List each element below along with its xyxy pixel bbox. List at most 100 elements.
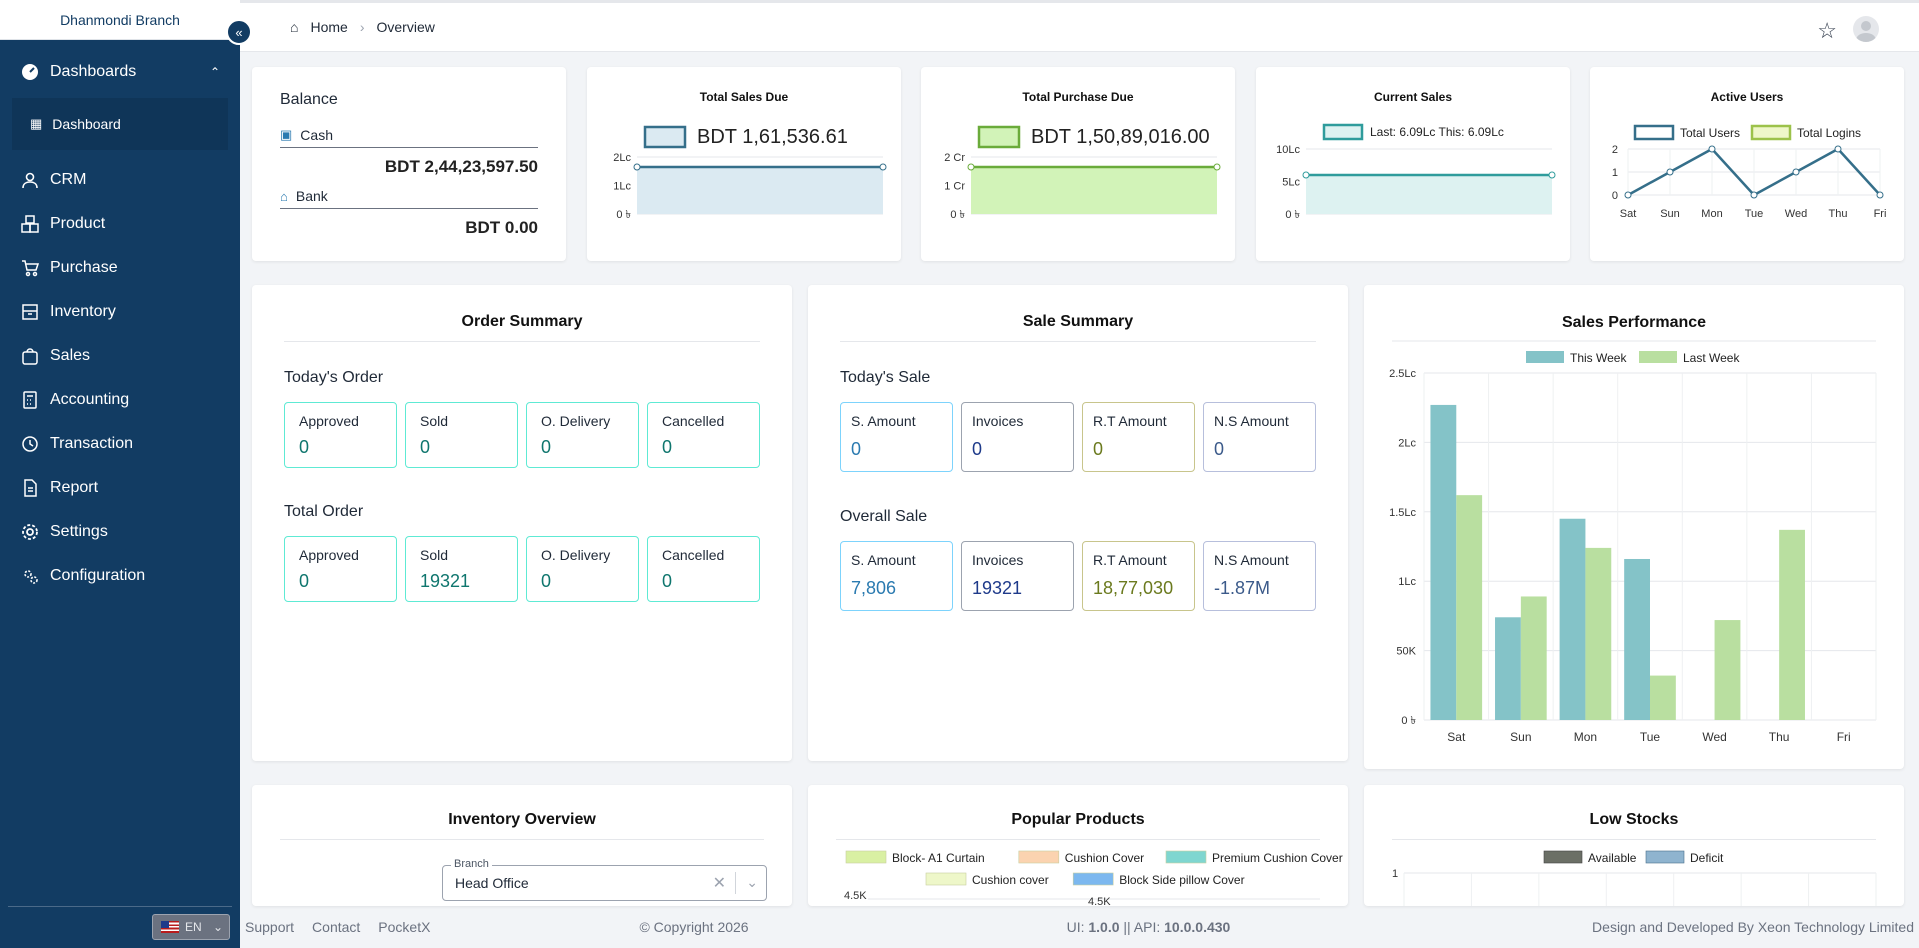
version-api: 10.0.0.430 bbox=[1164, 919, 1231, 935]
sidebar-nav: Dashboards ⌃ ▦ Dashboard CRM Product Pur… bbox=[0, 52, 240, 598]
todays-order-boxes: Approved 0 Sold 0 O. Delivery 0 Cancelled 0 bbox=[284, 402, 760, 468]
todays-order-heading: Today's Order bbox=[284, 369, 384, 386]
sidebar-item-configuration[interactable]: Configuration bbox=[0, 554, 240, 598]
box-label: N.S Amount bbox=[1214, 413, 1289, 429]
tick-label: 4.5K bbox=[1088, 896, 1111, 906]
legend-label: Block- A1 Curtain bbox=[892, 851, 985, 865]
sidebar-item-label: Product bbox=[50, 215, 106, 232]
today-cancelled-box: Cancelled 0 bbox=[647, 402, 760, 468]
legend-label: Total Users bbox=[1680, 126, 1740, 140]
today-s-amount-box: S. Amount 0 bbox=[840, 402, 953, 472]
popular-title: Popular Products bbox=[836, 811, 1320, 840]
box-value: 19321 bbox=[420, 571, 471, 591]
cash-label: Cash bbox=[300, 127, 333, 143]
order-summary-title: Order Summary bbox=[284, 313, 760, 342]
box-label: Cancelled bbox=[662, 413, 725, 429]
sidebar-item-settings[interactable]: Settings bbox=[0, 510, 240, 554]
chart-svg: Active Users Total Users Total Logins 2 1 0Sa… bbox=[1612, 90, 1887, 220]
sidebar-item-transaction[interactable]: Transaction bbox=[0, 422, 240, 466]
tick-label: 0 ৳ bbox=[950, 209, 965, 221]
breadcrumb-home[interactable]: Home bbox=[310, 19, 348, 35]
chevron-right-icon: › bbox=[359, 19, 365, 35]
pocketx-link[interactable]: PocketX bbox=[378, 919, 431, 935]
bank-icon: ⌂ bbox=[280, 188, 288, 204]
balance-card: Balance ▣ Cash BDT 2,44,23,597.50 ⌂ Bank… bbox=[252, 67, 566, 261]
data-point bbox=[1876, 191, 1884, 199]
money-icon: ▣ bbox=[280, 127, 293, 142]
legend-label: Available bbox=[1588, 851, 1637, 865]
tick-label: 0 ৳ bbox=[1401, 715, 1416, 727]
box-value: 0 bbox=[972, 439, 983, 459]
data-point bbox=[967, 163, 975, 171]
avatar[interactable] bbox=[1853, 16, 1879, 42]
legend-swatch bbox=[1639, 351, 1677, 363]
box-value: 0 bbox=[662, 437, 673, 457]
legend-swatch bbox=[925, 872, 967, 886]
double-chevron-left-icon: « bbox=[235, 24, 243, 40]
box-value: 0 bbox=[1214, 439, 1225, 459]
legend-swatch bbox=[1165, 850, 1207, 864]
tick-label: Mon bbox=[1574, 730, 1597, 744]
sidebar-item-report[interactable]: Report bbox=[0, 466, 240, 510]
sidebar-item-crm[interactable]: CRM bbox=[0, 158, 240, 202]
current-sales-card: Current Sales Last: 6.09Lc This: 6.09Lc 10… bbox=[1256, 67, 1570, 261]
current-sales-title: Current Sales bbox=[1374, 90, 1452, 104]
area-fill bbox=[971, 167, 1217, 214]
chart-svg: Current Sales Last: 6.09Lc This: 6.09Lc 10… bbox=[1276, 90, 1556, 221]
box-label: Approved bbox=[299, 413, 359, 429]
sales-due-card: Total Sales Due BDT 1,61,536.61 2Lc 1Lc 0 ৳ bbox=[587, 67, 901, 261]
branch-select[interactable]: Branch Head Office ✕ ⌄ bbox=[442, 858, 767, 901]
home-icon: ⌂ bbox=[290, 19, 299, 35]
data-point bbox=[1750, 191, 1758, 199]
chevron-down-icon[interactable]: ⌄ bbox=[746, 874, 758, 890]
legend-label: Cushion cover bbox=[972, 873, 1049, 887]
sales-performance-card: Sales Performance This Week Last Week 2.5Lc… bbox=[1364, 285, 1904, 769]
legend-label: Last Week bbox=[1683, 351, 1740, 365]
tick-label: 1 bbox=[1392, 868, 1398, 880]
sidebar-item-product[interactable]: Product bbox=[0, 202, 240, 246]
sidebar-item-dashboards[interactable]: Dashboards ⌃ bbox=[0, 52, 240, 92]
data-point bbox=[1213, 163, 1221, 171]
sidebar-item-purchase[interactable]: Purchase bbox=[0, 246, 240, 290]
tick-label: 1.5Lc bbox=[1389, 507, 1416, 519]
copyright: © Copyright 2026 bbox=[639, 919, 749, 935]
clear-icon[interactable]: ✕ bbox=[712, 875, 726, 892]
bar bbox=[1495, 617, 1521, 720]
box-label: O. Delivery bbox=[541, 547, 611, 563]
box-label: Invoices bbox=[972, 413, 1024, 429]
sidebar-item-accounting[interactable]: Accounting bbox=[0, 378, 240, 422]
sidebar-item-sales[interactable]: Sales bbox=[0, 334, 240, 378]
sale-summary-card: Sale Summary Today's Sale S. Amount 0 Inv… bbox=[808, 285, 1348, 761]
sidebar-item-dashboard[interactable]: ▦ Dashboard bbox=[12, 98, 228, 150]
sales-due-legend: BDT 1,61,536.61 bbox=[697, 126, 848, 148]
version-api-prefix: || API: bbox=[1119, 919, 1165, 935]
total-sold-box: Sold 19321 bbox=[405, 536, 518, 602]
chart-title: Sales Performance bbox=[1562, 314, 1706, 331]
todays-sale-heading: Today's Sale bbox=[840, 369, 931, 386]
tick-label: 1 Cr bbox=[944, 181, 965, 193]
bar bbox=[1624, 558, 1650, 720]
total-order-heading: Total Order bbox=[284, 503, 364, 520]
chart-svg: Block- A1 Curtain Cushion Cover Premium Cu… bbox=[844, 850, 1343, 906]
sidebar: Dhanmondi Branch Dashboards ⌃ ▦ Dashboar… bbox=[0, 0, 240, 948]
box-value: 0 bbox=[1093, 439, 1104, 459]
us-flag-icon bbox=[161, 921, 179, 933]
collapse-sidebar-button[interactable]: « bbox=[226, 19, 252, 45]
tick-label: Wed bbox=[1785, 208, 1807, 220]
language-select[interactable]: EN ⌄ bbox=[152, 914, 230, 940]
sidebar-item-inventory[interactable]: Inventory bbox=[0, 290, 240, 334]
box-label: R.T Amount bbox=[1093, 552, 1167, 568]
star-icon[interactable]: ☆ bbox=[1817, 18, 1837, 43]
tick-label: 1 bbox=[1612, 167, 1618, 179]
order-summary-card: Order Summary Today's Order Approved 0 So… bbox=[252, 285, 792, 761]
sidebar-item-label: Settings bbox=[50, 523, 108, 540]
contact-link[interactable]: Contact bbox=[312, 919, 361, 935]
total-cancelled-box: Cancelled 0 bbox=[647, 536, 760, 602]
today-delivery-box: O. Delivery 0 bbox=[526, 402, 639, 468]
bar bbox=[1650, 675, 1676, 720]
support-link[interactable]: Support bbox=[245, 919, 295, 935]
box-label: Cancelled bbox=[662, 547, 725, 563]
box-label: Invoices bbox=[972, 552, 1024, 568]
legend-label: Block Side pillow Cover bbox=[1119, 873, 1244, 887]
todays-sale-boxes: S. Amount 0 Invoices 0 R.T Amount 0 N.S Amo… bbox=[840, 402, 1316, 472]
